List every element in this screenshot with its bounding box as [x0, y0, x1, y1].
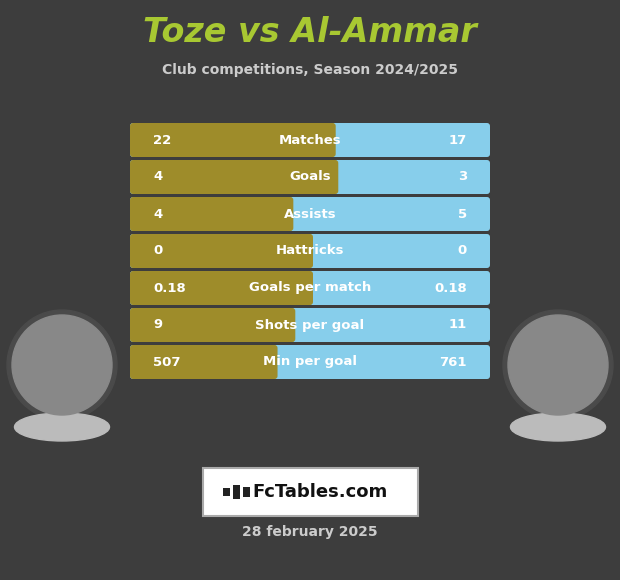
Text: 5: 5 [458, 208, 467, 220]
Text: 17: 17 [449, 133, 467, 147]
Text: 761: 761 [440, 356, 467, 368]
Text: 0: 0 [153, 245, 162, 258]
FancyBboxPatch shape [130, 123, 335, 157]
FancyBboxPatch shape [130, 234, 313, 268]
FancyBboxPatch shape [130, 160, 339, 194]
FancyBboxPatch shape [130, 308, 490, 342]
FancyBboxPatch shape [130, 308, 295, 342]
FancyBboxPatch shape [130, 197, 293, 231]
FancyBboxPatch shape [130, 197, 490, 231]
Text: Goals: Goals [289, 171, 331, 183]
FancyBboxPatch shape [130, 271, 313, 305]
Ellipse shape [510, 413, 606, 441]
Text: 507: 507 [153, 356, 180, 368]
FancyBboxPatch shape [130, 123, 490, 157]
Circle shape [508, 315, 608, 415]
Text: 0: 0 [458, 245, 467, 258]
Text: 3: 3 [458, 171, 467, 183]
Text: 22: 22 [153, 133, 171, 147]
Ellipse shape [14, 413, 110, 441]
Text: Min per goal: Min per goal [263, 356, 357, 368]
Text: 11: 11 [449, 318, 467, 332]
Text: 28 february 2025: 28 february 2025 [242, 525, 378, 539]
Text: Hattricks: Hattricks [276, 245, 344, 258]
Text: 0.18: 0.18 [153, 281, 186, 295]
FancyBboxPatch shape [242, 487, 249, 497]
FancyBboxPatch shape [130, 160, 490, 194]
Text: Goals per match: Goals per match [249, 281, 371, 295]
FancyBboxPatch shape [203, 468, 417, 516]
Text: Matches: Matches [278, 133, 342, 147]
FancyBboxPatch shape [130, 345, 278, 379]
Circle shape [503, 310, 613, 420]
Text: FcTables.com: FcTables.com [252, 483, 388, 501]
Circle shape [7, 310, 117, 420]
FancyBboxPatch shape [130, 271, 490, 305]
FancyBboxPatch shape [232, 485, 239, 499]
Text: Assists: Assists [284, 208, 336, 220]
Text: Shots per goal: Shots per goal [255, 318, 365, 332]
Text: 0.18: 0.18 [434, 281, 467, 295]
Text: Club competitions, Season 2024/2025: Club competitions, Season 2024/2025 [162, 63, 458, 77]
FancyBboxPatch shape [130, 345, 490, 379]
FancyBboxPatch shape [223, 488, 229, 496]
Text: 9: 9 [153, 318, 162, 332]
FancyBboxPatch shape [130, 234, 490, 268]
Text: Toze vs Al-Ammar: Toze vs Al-Ammar [143, 16, 477, 49]
Circle shape [12, 315, 112, 415]
Text: 4: 4 [153, 171, 162, 183]
Text: 4: 4 [153, 208, 162, 220]
